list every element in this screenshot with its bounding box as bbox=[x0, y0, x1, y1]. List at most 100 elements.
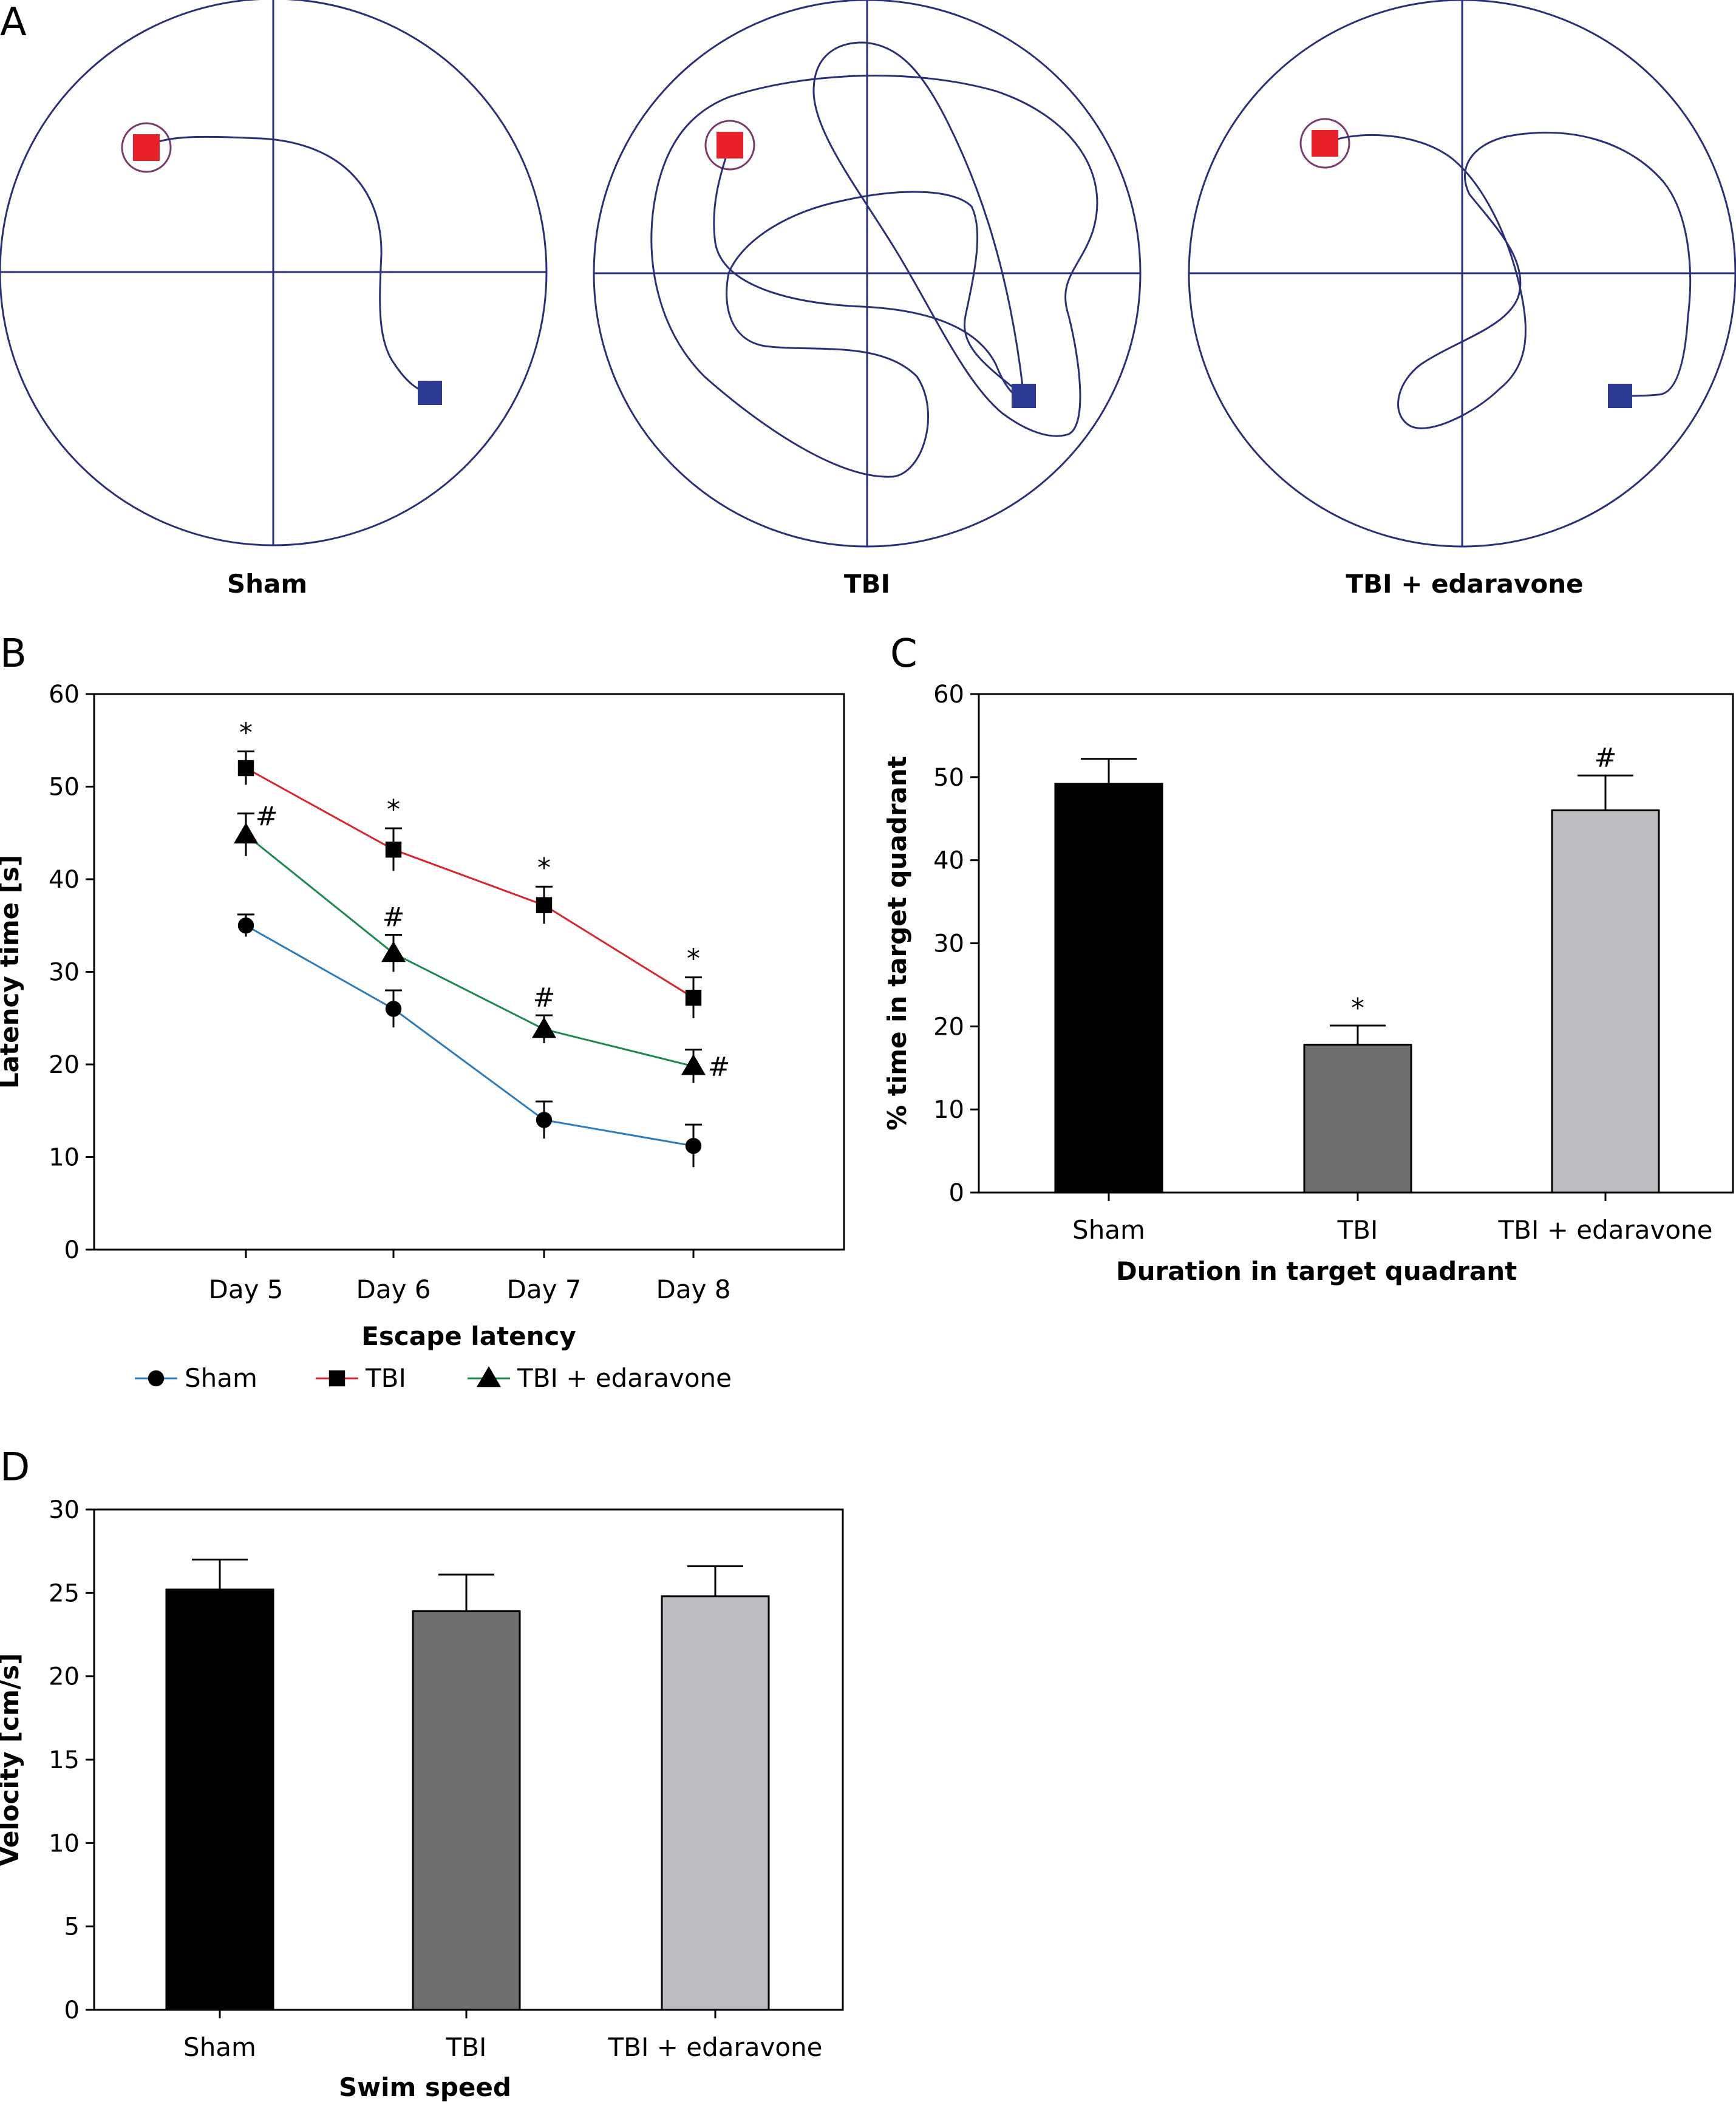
y-tick-label: 30 bbox=[933, 930, 964, 958]
start-marker bbox=[717, 132, 743, 158]
series-square: * * * * bbox=[237, 718, 702, 1018]
panel-letter-b: B bbox=[0, 631, 27, 676]
maze-label-tbi-edaravone: TBI + edaravone bbox=[1346, 569, 1583, 599]
target-platform-ring bbox=[704, 120, 755, 171]
data-point-triangle bbox=[681, 1054, 706, 1075]
x-tick-label: Day 6 bbox=[356, 1275, 431, 1304]
legend-label: TBI + edaravone bbox=[517, 1363, 732, 1393]
y-tick-label: 15 bbox=[49, 1746, 80, 1774]
significance-marker: * bbox=[537, 853, 551, 883]
x-axis-title: Escape latency bbox=[361, 1321, 576, 1351]
panel-letter-d: D bbox=[0, 1445, 30, 1490]
series-line bbox=[245, 834, 694, 1067]
y-tick-label: 20 bbox=[933, 1013, 964, 1041]
bar bbox=[1551, 809, 1660, 1194]
target-platform-ring bbox=[121, 122, 172, 173]
significance-marker: * bbox=[239, 718, 253, 749]
legend-label: Sham bbox=[185, 1363, 257, 1393]
data-point-square bbox=[385, 842, 402, 858]
data-point-circle bbox=[148, 1370, 165, 1387]
bar bbox=[661, 1595, 770, 2011]
end-marker bbox=[1608, 384, 1632, 408]
data-point-triangle bbox=[476, 1366, 502, 1387]
x-tick-label: Sham bbox=[1072, 1215, 1145, 1245]
maze-tbi-edaravone bbox=[1188, 0, 1736, 548]
x-tick-label: TBI + edaravone bbox=[607, 2032, 822, 2062]
plot-frame bbox=[93, 693, 845, 1251]
series-line bbox=[245, 924, 694, 1147]
swim-path bbox=[146, 135, 431, 394]
maze-tbi bbox=[593, 0, 1142, 548]
x-tick-label: Day 5 bbox=[208, 1275, 283, 1304]
x-tick-label: Day 8 bbox=[656, 1275, 730, 1304]
y-axis-title: Latency time [s] bbox=[0, 855, 24, 1089]
x-tick-label: Day 7 bbox=[506, 1275, 581, 1304]
significance-marker: # bbox=[533, 982, 556, 1013]
legend: Sham TBI TBI + edaravone bbox=[135, 1363, 732, 1393]
panel-letter-c: C bbox=[890, 631, 917, 676]
y-tick-label: 10 bbox=[49, 1830, 80, 1857]
significance-marker: * bbox=[687, 944, 700, 975]
swim-path bbox=[1324, 131, 1692, 429]
series-triangle: # # # # bbox=[233, 802, 730, 1083]
data-point-circle bbox=[685, 1138, 702, 1154]
data-point-triangle bbox=[531, 1017, 557, 1038]
x-tick-label: TBI + edaravone bbox=[1497, 1215, 1712, 1245]
y-tick-label: 0 bbox=[64, 1996, 80, 2024]
swim-path bbox=[650, 41, 1098, 478]
start-marker bbox=[133, 134, 160, 161]
y-tick-label: 5 bbox=[64, 1913, 80, 1941]
y-tick-label: 10 bbox=[933, 1096, 964, 1124]
legend-item-square: TBI bbox=[316, 1363, 406, 1393]
bar bbox=[165, 1588, 274, 2011]
target-platform-ring bbox=[1299, 118, 1350, 169]
y-tick-label: 30 bbox=[49, 959, 80, 987]
y-tick-label: 50 bbox=[49, 774, 80, 802]
significance-marker: * bbox=[387, 794, 400, 825]
data-point-circle bbox=[237, 917, 254, 934]
y-tick-label: 60 bbox=[49, 681, 80, 709]
data-point-square bbox=[536, 897, 553, 913]
data-point-square bbox=[685, 990, 702, 1006]
end-marker bbox=[1012, 384, 1036, 408]
start-marker bbox=[1312, 130, 1338, 157]
legend-label: TBI bbox=[365, 1363, 406, 1393]
y-tick-label: 50 bbox=[933, 764, 964, 792]
data-point-square bbox=[328, 1370, 345, 1387]
significance-marker: * bbox=[1351, 993, 1364, 1024]
bar bbox=[1303, 1043, 1412, 1194]
y-tick-label: 40 bbox=[49, 866, 80, 894]
legend-item-circle: Sham bbox=[135, 1363, 257, 1393]
x-axis-title: Swim speed bbox=[339, 2072, 511, 2102]
data-point-circle bbox=[536, 1112, 553, 1128]
swim-speed-bar-chart: Velocity [cm/s] Swim speed 0 5 10 15 20 25 30 S… bbox=[0, 1496, 844, 2102]
end-marker bbox=[418, 381, 442, 405]
escape-latency-line-chart: Latency time [s] Escape latency 0 10 20 30 4… bbox=[0, 681, 845, 1351]
maze-label-sham: Sham bbox=[227, 569, 307, 599]
y-tick-label: 25 bbox=[49, 1579, 80, 1607]
legend-item-triangle: TBI + edaravone bbox=[468, 1363, 732, 1393]
bar bbox=[412, 1610, 521, 2011]
significance-marker: # bbox=[383, 902, 405, 933]
x-tick-label: TBI bbox=[1337, 1215, 1378, 1245]
y-axis-title: Velocity [cm/s] bbox=[0, 1653, 24, 1867]
data-point-square bbox=[237, 760, 254, 777]
y-tick-label: 0 bbox=[949, 1179, 964, 1207]
maze-label-tbi: TBI bbox=[844, 569, 890, 599]
y-tick-label: 10 bbox=[49, 1144, 80, 1172]
y-tick-label: 0 bbox=[64, 1236, 80, 1264]
y-tick-label: 60 bbox=[933, 681, 964, 709]
y-tick-label: 40 bbox=[933, 847, 964, 875]
y-tick-label: 20 bbox=[49, 1051, 80, 1079]
x-tick-label: Sham bbox=[183, 2032, 256, 2062]
significance-marker: # bbox=[1595, 743, 1617, 774]
data-point-triangle bbox=[381, 941, 406, 962]
bar bbox=[1054, 783, 1163, 1194]
target-quadrant-bar-chart: % time in target quadrant Duration in ta… bbox=[882, 681, 1734, 1286]
significance-marker: # bbox=[708, 1052, 730, 1083]
y-tick-label: 20 bbox=[49, 1663, 80, 1691]
x-tick-label: TBI bbox=[446, 2032, 487, 2062]
x-axis-title: Duration in target quadrant bbox=[1116, 1256, 1517, 1286]
series-line bbox=[245, 767, 694, 999]
